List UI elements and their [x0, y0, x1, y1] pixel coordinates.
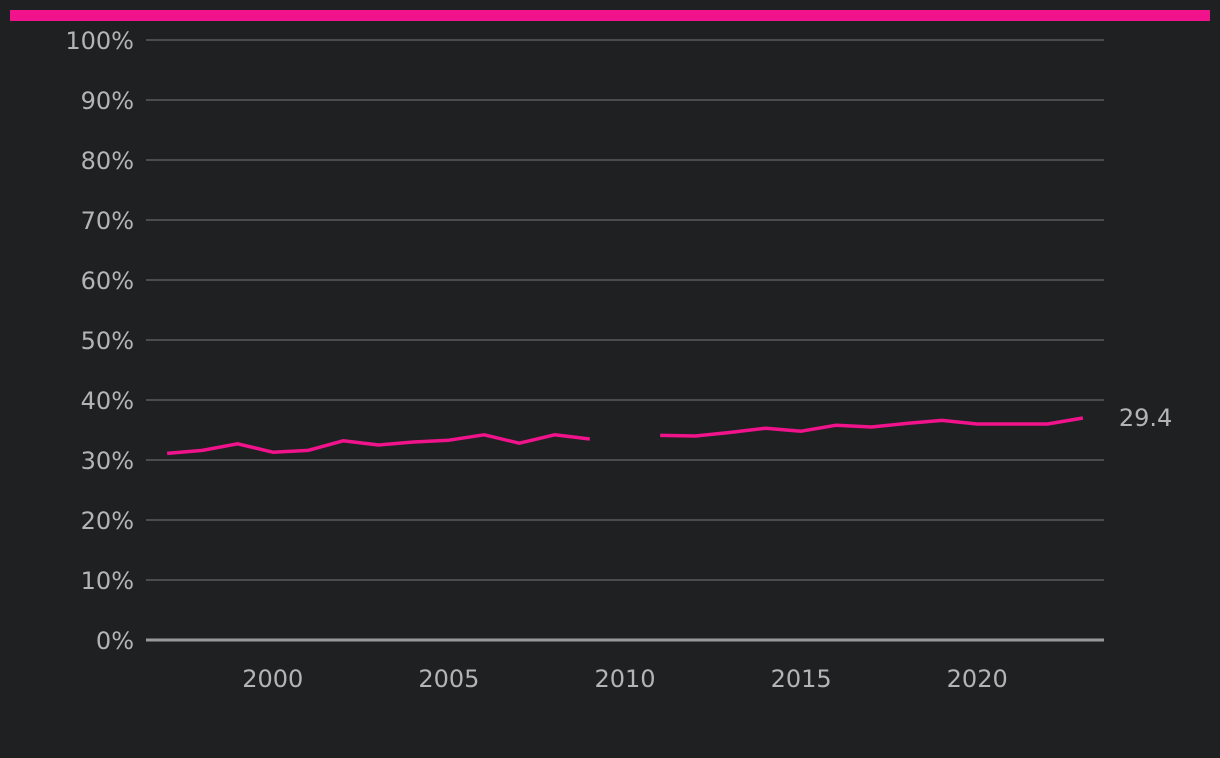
gridlines	[146, 39, 1104, 642]
y-tick-label: 80%	[81, 147, 134, 175]
series-end-label: 29.4	[1119, 404, 1172, 432]
x-tick-label: 2020	[947, 665, 1008, 693]
x-tick-label: 2010	[594, 665, 655, 693]
top-accent-bar	[10, 10, 1210, 21]
y-tick-label: 40%	[81, 387, 134, 415]
y-tick-label: 60%	[81, 267, 134, 295]
x-tick-label: 2005	[418, 665, 479, 693]
x-tick-label: 2015	[771, 665, 832, 693]
y-tick-label: 10%	[81, 567, 134, 595]
y-tick-label: 30%	[81, 447, 134, 475]
y-tick-label: 50%	[81, 327, 134, 355]
y-axis-tick-labels: 0% 10% 20% 30% 40% 50% 60% 70% 80% 90% 100%	[65, 27, 134, 655]
x-axis-tick-labels: 2000 2005 2010 2015 2020	[242, 665, 1007, 693]
y-tick-label: 20%	[81, 507, 134, 535]
y-tick-label: 100%	[65, 27, 134, 55]
y-tick-label: 0%	[96, 627, 134, 655]
series-layer	[166, 416, 1084, 456]
y-tick-label: 70%	[81, 207, 134, 235]
x-tick-label: 2000	[242, 665, 303, 693]
y-tick-label: 90%	[81, 87, 134, 115]
series-line	[166, 416, 1084, 456]
